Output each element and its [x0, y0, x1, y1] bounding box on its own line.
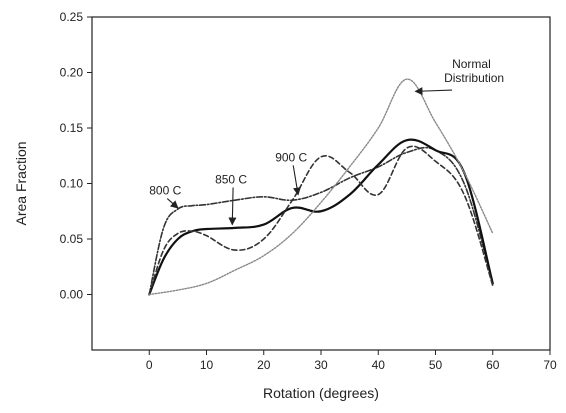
x-tick-label: 30	[314, 358, 328, 372]
annotation-900-c: 900 C	[275, 150, 307, 164]
series-line-800-c	[148, 146, 494, 296]
x-axis-title: Rotation (degrees)	[263, 385, 379, 401]
annotation-layer: 800 C 850 C 900 C Normal Distribution	[149, 57, 504, 226]
x-tick-label: 70	[543, 358, 557, 372]
y-axis-title: Area Fraction	[13, 141, 29, 225]
annotation-850-c: 850 C	[215, 173, 247, 187]
annotation-arrow	[414, 87, 453, 96]
annotation-arrow	[166, 198, 179, 209]
y-tick-label: 0.00	[60, 288, 84, 302]
annotation-word: Distribution	[444, 71, 504, 85]
y-tick-label: 0.05	[60, 232, 84, 246]
y-tick-label: 0.20	[60, 66, 84, 80]
y-tick-label: 0.15	[60, 121, 84, 135]
y-tick-label: 0.10	[60, 177, 84, 191]
x-tick-label: 50	[429, 358, 443, 372]
annotation-normal-distribution: Normal Distribution	[444, 57, 504, 85]
series-line-normal-distribution	[148, 78, 494, 296]
series-layer	[148, 78, 494, 296]
annotation-800-c: 800 C	[149, 184, 181, 198]
x-tick-label: 0	[146, 358, 153, 372]
y-tick-label: 0.25	[60, 10, 84, 24]
annotation-word: Normal	[452, 57, 491, 71]
axes: 0 10 20 30 40 50 60 70 0.00 0.05 0.10 0.15 0.20 0.25	[60, 10, 557, 372]
x-tick-label: 40	[372, 358, 386, 372]
annotation-arrow	[228, 187, 237, 226]
series-line-900-c	[148, 145, 494, 296]
annotation-arrow	[292, 165, 301, 196]
x-tick-label: 60	[486, 358, 500, 372]
x-tick-label: 10	[200, 358, 214, 372]
series-line-850-c	[148, 138, 494, 296]
x-tick-label: 20	[257, 358, 271, 372]
